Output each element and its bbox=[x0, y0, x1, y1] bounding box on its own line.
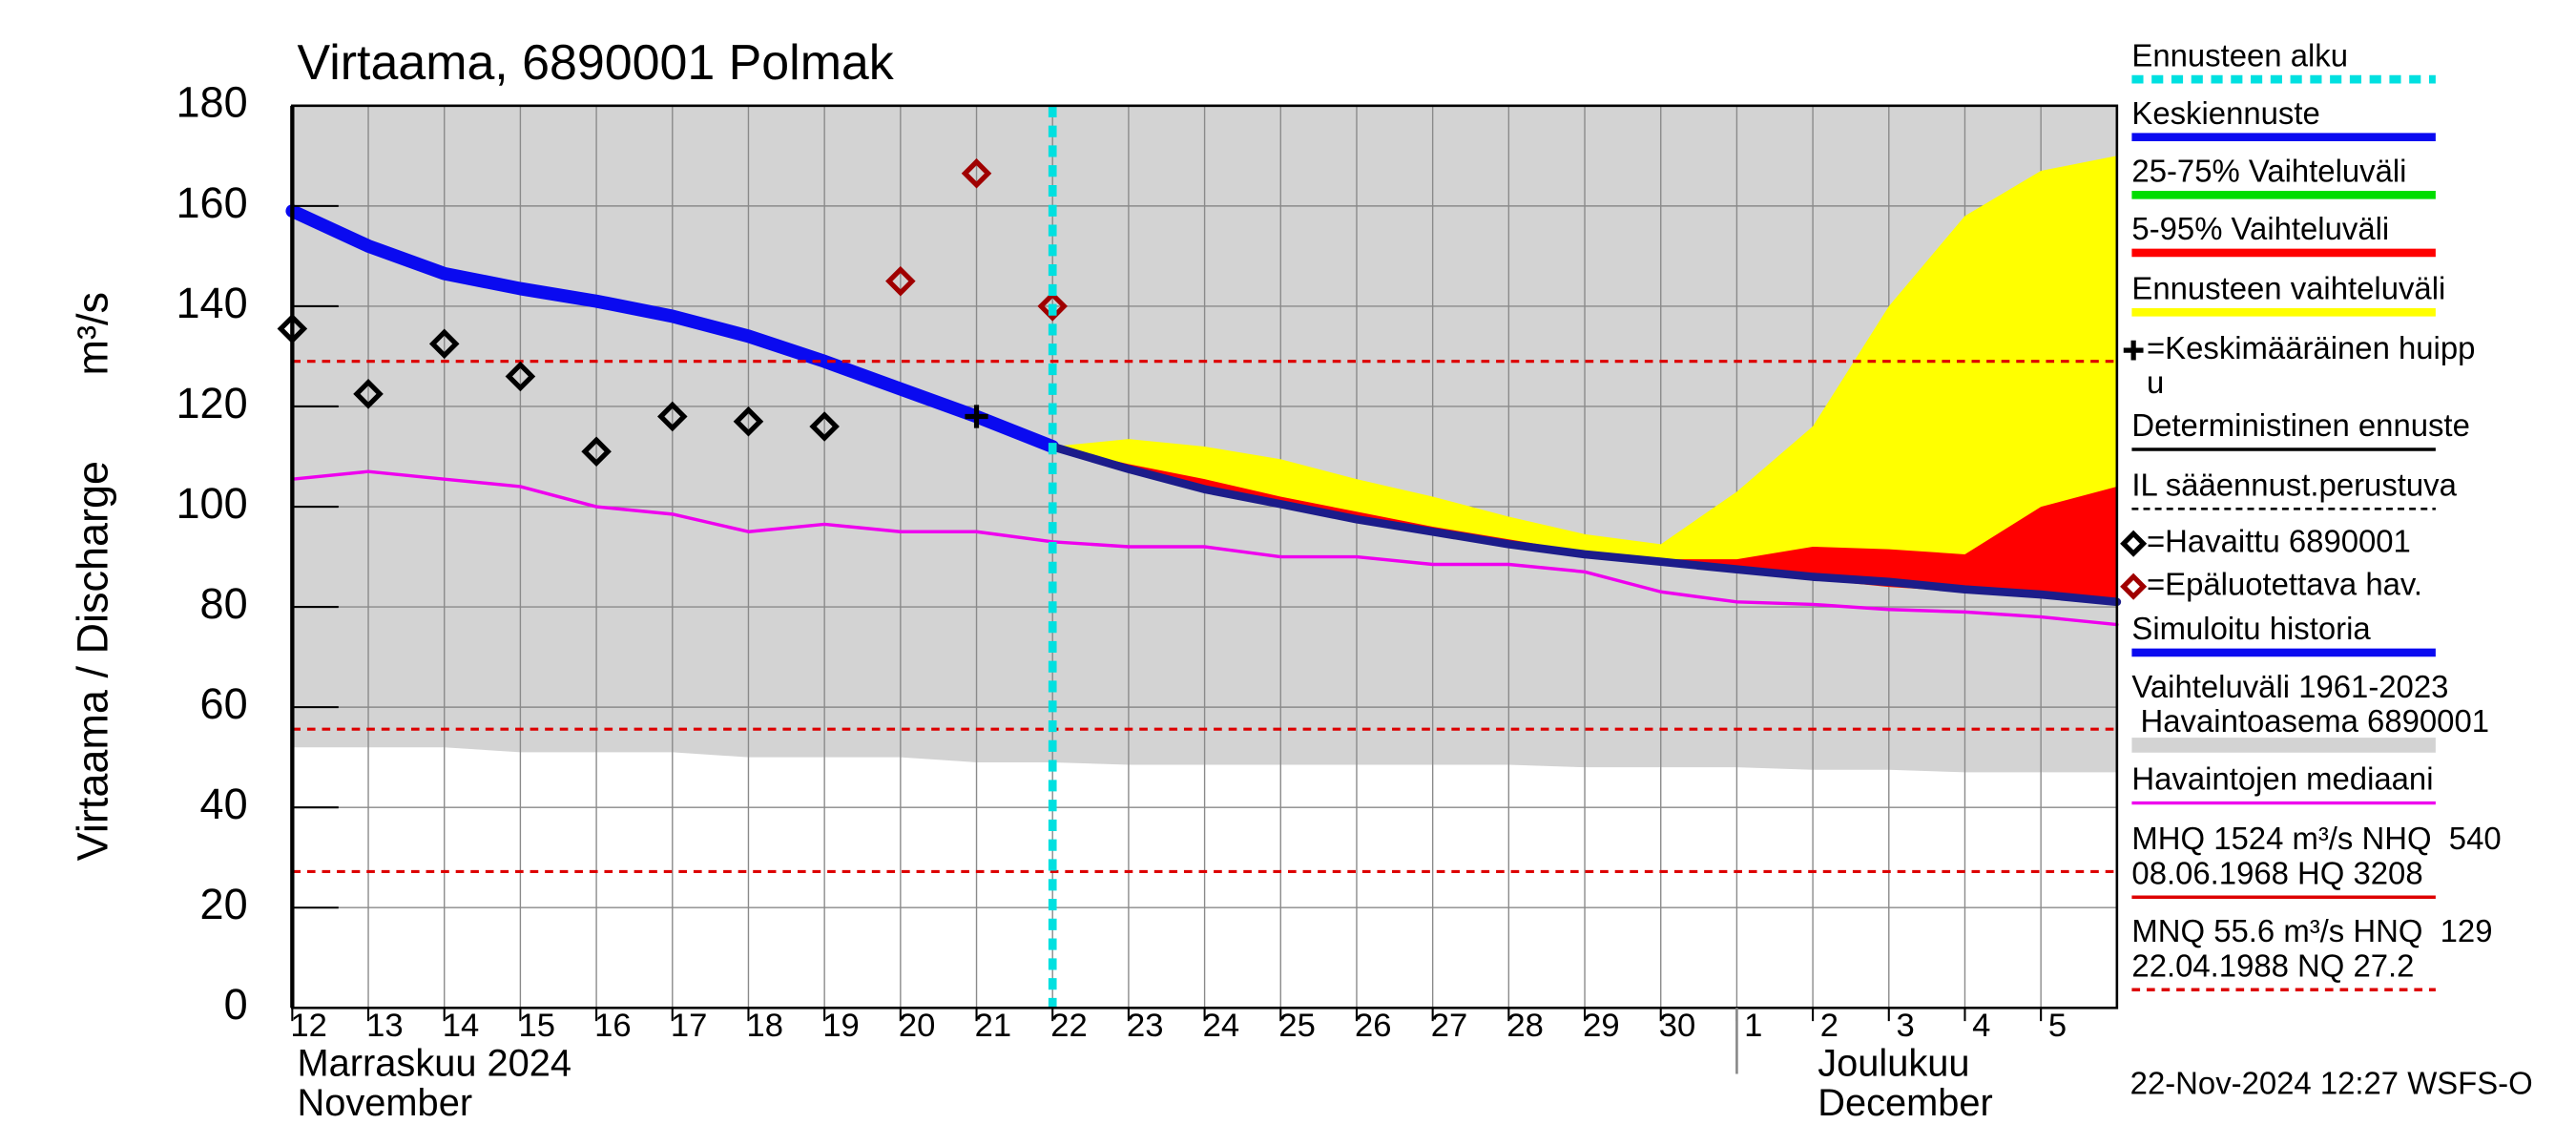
legend-label: u bbox=[2147, 364, 2164, 400]
legend-label: Havaintojen mediaani bbox=[2131, 761, 2433, 797]
x-tick-label: 14 bbox=[443, 1008, 479, 1044]
x-tick-label: 4 bbox=[1972, 1008, 1990, 1044]
x-tick-label: 2 bbox=[1820, 1008, 1839, 1044]
observation-marker bbox=[961, 157, 992, 189]
observation-marker bbox=[505, 361, 536, 392]
y-tick-label: 0 bbox=[224, 980, 248, 1029]
legend-label: MNQ 55.6 m³/s HNQ 129 bbox=[2131, 913, 2492, 948]
legend-label: MHQ 1524 m³/s NHQ 540 bbox=[2131, 821, 2501, 856]
chart-title: Virtaama, 6890001 Polmak bbox=[298, 35, 895, 91]
x-tick-label: 20 bbox=[899, 1008, 935, 1044]
legend-label: Keskiennuste bbox=[2131, 95, 2319, 131]
x-tick-label: 15 bbox=[518, 1008, 554, 1044]
legend-label: 08.06.1968 HQ 3208 bbox=[2131, 855, 2422, 890]
y-tick-label: 120 bbox=[177, 379, 248, 427]
legend-label: =Epäluotettava hav. bbox=[2147, 566, 2422, 601]
x-tick-label: 23 bbox=[1127, 1008, 1163, 1044]
month-label: Marraskuu 2024 bbox=[298, 1042, 572, 1084]
legend-label: Havaintoasema 6890001 bbox=[2131, 703, 2489, 739]
observation-marker bbox=[428, 328, 460, 360]
x-tick-label: 22 bbox=[1050, 1008, 1087, 1044]
timestamp: 22-Nov-2024 12:27 WSFS-O bbox=[2130, 1065, 2533, 1100]
y-tick-label: 180 bbox=[177, 78, 248, 127]
observation-marker bbox=[353, 379, 384, 409]
legend-symbol bbox=[2123, 340, 2144, 361]
x-tick-label: 17 bbox=[671, 1008, 707, 1044]
y-tick-label: 140 bbox=[177, 279, 248, 327]
x-tick-label: 29 bbox=[1583, 1008, 1619, 1044]
x-tick-label: 1 bbox=[1744, 1008, 1762, 1044]
x-tick-label: 5 bbox=[2048, 1008, 2067, 1044]
y-tick-label: 40 bbox=[200, 780, 248, 828]
x-tick-label: 27 bbox=[1431, 1008, 1467, 1044]
month-label: Joulukuu bbox=[1818, 1042, 1969, 1084]
month-label: November bbox=[298, 1082, 473, 1124]
legend-label: =Keskimääräinen huipp bbox=[2147, 330, 2475, 365]
legend-label: 5-95% Vaihteluväli bbox=[2131, 211, 2389, 246]
y-axis-title: Virtaama / Discharge bbox=[68, 461, 116, 861]
legend-label: Ennusteen alku bbox=[2131, 37, 2348, 73]
x-tick-label: 25 bbox=[1278, 1008, 1315, 1044]
legend-label: Ennusteen vaihteluväli bbox=[2131, 270, 2445, 305]
x-tick-label: 18 bbox=[747, 1008, 783, 1044]
forecast-band bbox=[1052, 156, 2117, 605]
x-tick-label: 30 bbox=[1659, 1008, 1695, 1044]
y-tick-label: 100 bbox=[177, 479, 248, 528]
forecast-band bbox=[1052, 447, 2117, 605]
x-tick-label: 16 bbox=[594, 1008, 631, 1044]
legend: Ennusteen alku Keskiennuste 25-75% Vaihtel… bbox=[2120, 37, 2502, 991]
legend-label: IL sääennust.perustuva bbox=[2131, 468, 2457, 503]
x-tick-label: 13 bbox=[366, 1008, 403, 1044]
series-line bbox=[285, 204, 1060, 453]
legend-label: Simuloitu historia bbox=[2131, 611, 2371, 646]
series-line bbox=[290, 469, 2119, 627]
observation-marker bbox=[885, 265, 916, 297]
legend-symbol bbox=[2120, 530, 2148, 557]
legend-label: Deterministinen ennuste bbox=[2131, 407, 2469, 443]
legend-label: =Havaittu 6890001 bbox=[2147, 523, 2411, 558]
peak-marker bbox=[965, 405, 988, 428]
observation-marker bbox=[1037, 291, 1069, 322]
month-label: December bbox=[1818, 1082, 1993, 1124]
legend-label: Vaihteluväli 1961-2023 bbox=[2131, 669, 2448, 704]
series-line bbox=[1048, 442, 2122, 607]
y-axis-unit: m³/s bbox=[68, 292, 116, 376]
legend-symbol bbox=[2120, 572, 2148, 600]
observation-marker bbox=[581, 436, 612, 468]
x-tick-label: 28 bbox=[1506, 1008, 1543, 1044]
y-tick-label: 160 bbox=[177, 178, 248, 227]
observation-marker bbox=[809, 411, 840, 442]
legend-label: 25-75% Vaihteluväli bbox=[2131, 154, 2406, 189]
observation-marker bbox=[733, 406, 764, 437]
y-tick-label: 80 bbox=[200, 579, 248, 628]
legend-label: 22.04.1988 NQ 27.2 bbox=[2131, 947, 2414, 983]
observation-marker bbox=[656, 401, 688, 432]
x-tick-label: 12 bbox=[290, 1008, 326, 1044]
y-tick-label: 20 bbox=[200, 880, 248, 928]
x-tick-label: 26 bbox=[1355, 1008, 1391, 1044]
x-tick-label: 19 bbox=[822, 1008, 859, 1044]
x-tick-label: 24 bbox=[1203, 1008, 1239, 1044]
x-tick-label: 21 bbox=[975, 1008, 1011, 1044]
x-tick-label: 3 bbox=[1896, 1008, 1914, 1044]
y-tick-label: 60 bbox=[200, 679, 248, 728]
